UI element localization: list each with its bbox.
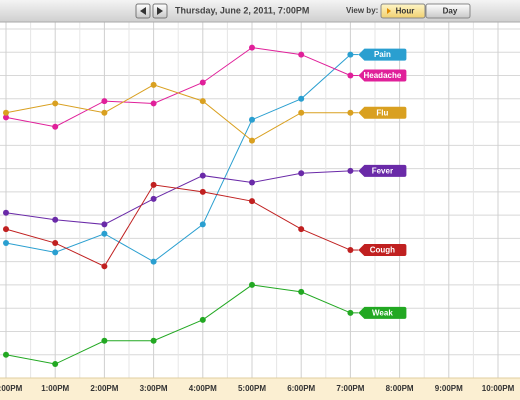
data-point [101,263,108,270]
data-point [249,179,255,186]
x-axis-band [0,378,520,400]
series-tag [358,244,407,257]
data-point [52,361,59,368]
series-tag [358,106,407,119]
data-point [52,123,59,130]
data-point [52,100,59,107]
data-point [52,216,59,223]
series-tag [358,164,407,177]
data-point [199,79,206,86]
data-point [101,221,108,228]
data-point [3,109,9,116]
series-line [5,170,351,225]
data-point [298,95,305,102]
data-point [249,281,255,288]
data-point [101,109,108,116]
x-tick-label: 9:00PM [435,384,463,393]
button-face [425,3,471,19]
data-point [3,351,9,358]
series-tag [358,69,407,82]
data-point [52,240,59,247]
button-face [380,3,426,19]
series-tag-label: Headache [364,71,402,80]
selected-indicator [387,8,391,14]
x-tick-label: 8:00PM [386,384,414,393]
prev-button[interactable] [135,3,151,19]
data-point [3,240,9,247]
data-point [150,81,157,88]
x-tick-label: 5:00PM [238,384,266,393]
data-point [101,230,108,237]
data-point [298,51,305,58]
view-button[interactable]: Day [425,3,471,19]
data-point [249,116,255,123]
x-tick-label: 4:00PM [189,384,217,393]
series-line [5,54,351,263]
data-point [199,172,206,179]
series-tag-label: Flu [376,108,388,117]
series-tag-label: Pain [374,50,391,59]
series-line [5,84,351,142]
data-point [150,258,157,265]
data-point [3,209,9,216]
data-point [249,44,255,51]
data-point [3,226,9,233]
data-point [101,98,108,105]
series-line [5,184,351,267]
x-tick-label: 7:00PM [336,384,364,393]
data-point [101,337,108,344]
data-point [52,249,59,256]
data-point [199,316,206,323]
button-label: Hour [396,7,415,16]
header-title: Thursday, June 2, 2011, 7:00PM [175,5,309,15]
data-point [150,337,157,344]
data-point [150,100,157,107]
data-point [199,98,206,105]
data-point [298,109,305,116]
series-tag-label: Cough [370,246,395,255]
view-button[interactable]: Hour [380,3,426,19]
series-line [5,284,351,365]
series-tag [358,48,407,61]
data-point [3,114,9,121]
data-point [298,226,305,233]
data-point [298,170,305,177]
view-by-label: View by: [346,6,378,15]
x-tick-label: 1:00PM [41,384,69,393]
next-button[interactable] [152,3,168,19]
series-tag [358,306,407,319]
x-tick-label: 3:00PM [140,384,168,393]
x-tick-label: 12:00PM [0,384,23,393]
data-point [298,288,305,295]
data-point [249,198,255,205]
button-label: Day [443,7,458,16]
data-point [199,188,206,195]
data-point [249,137,255,144]
data-point [199,221,206,228]
data-point [150,195,157,202]
x-tick-label: 10:00PM [482,384,515,393]
x-tick-label: 2:00PM [90,384,118,393]
series-tag-label: Weak [372,308,393,317]
series-tag-label: Fever [372,167,393,176]
data-point [150,181,157,188]
x-tick-label: 6:00PM [287,384,315,393]
